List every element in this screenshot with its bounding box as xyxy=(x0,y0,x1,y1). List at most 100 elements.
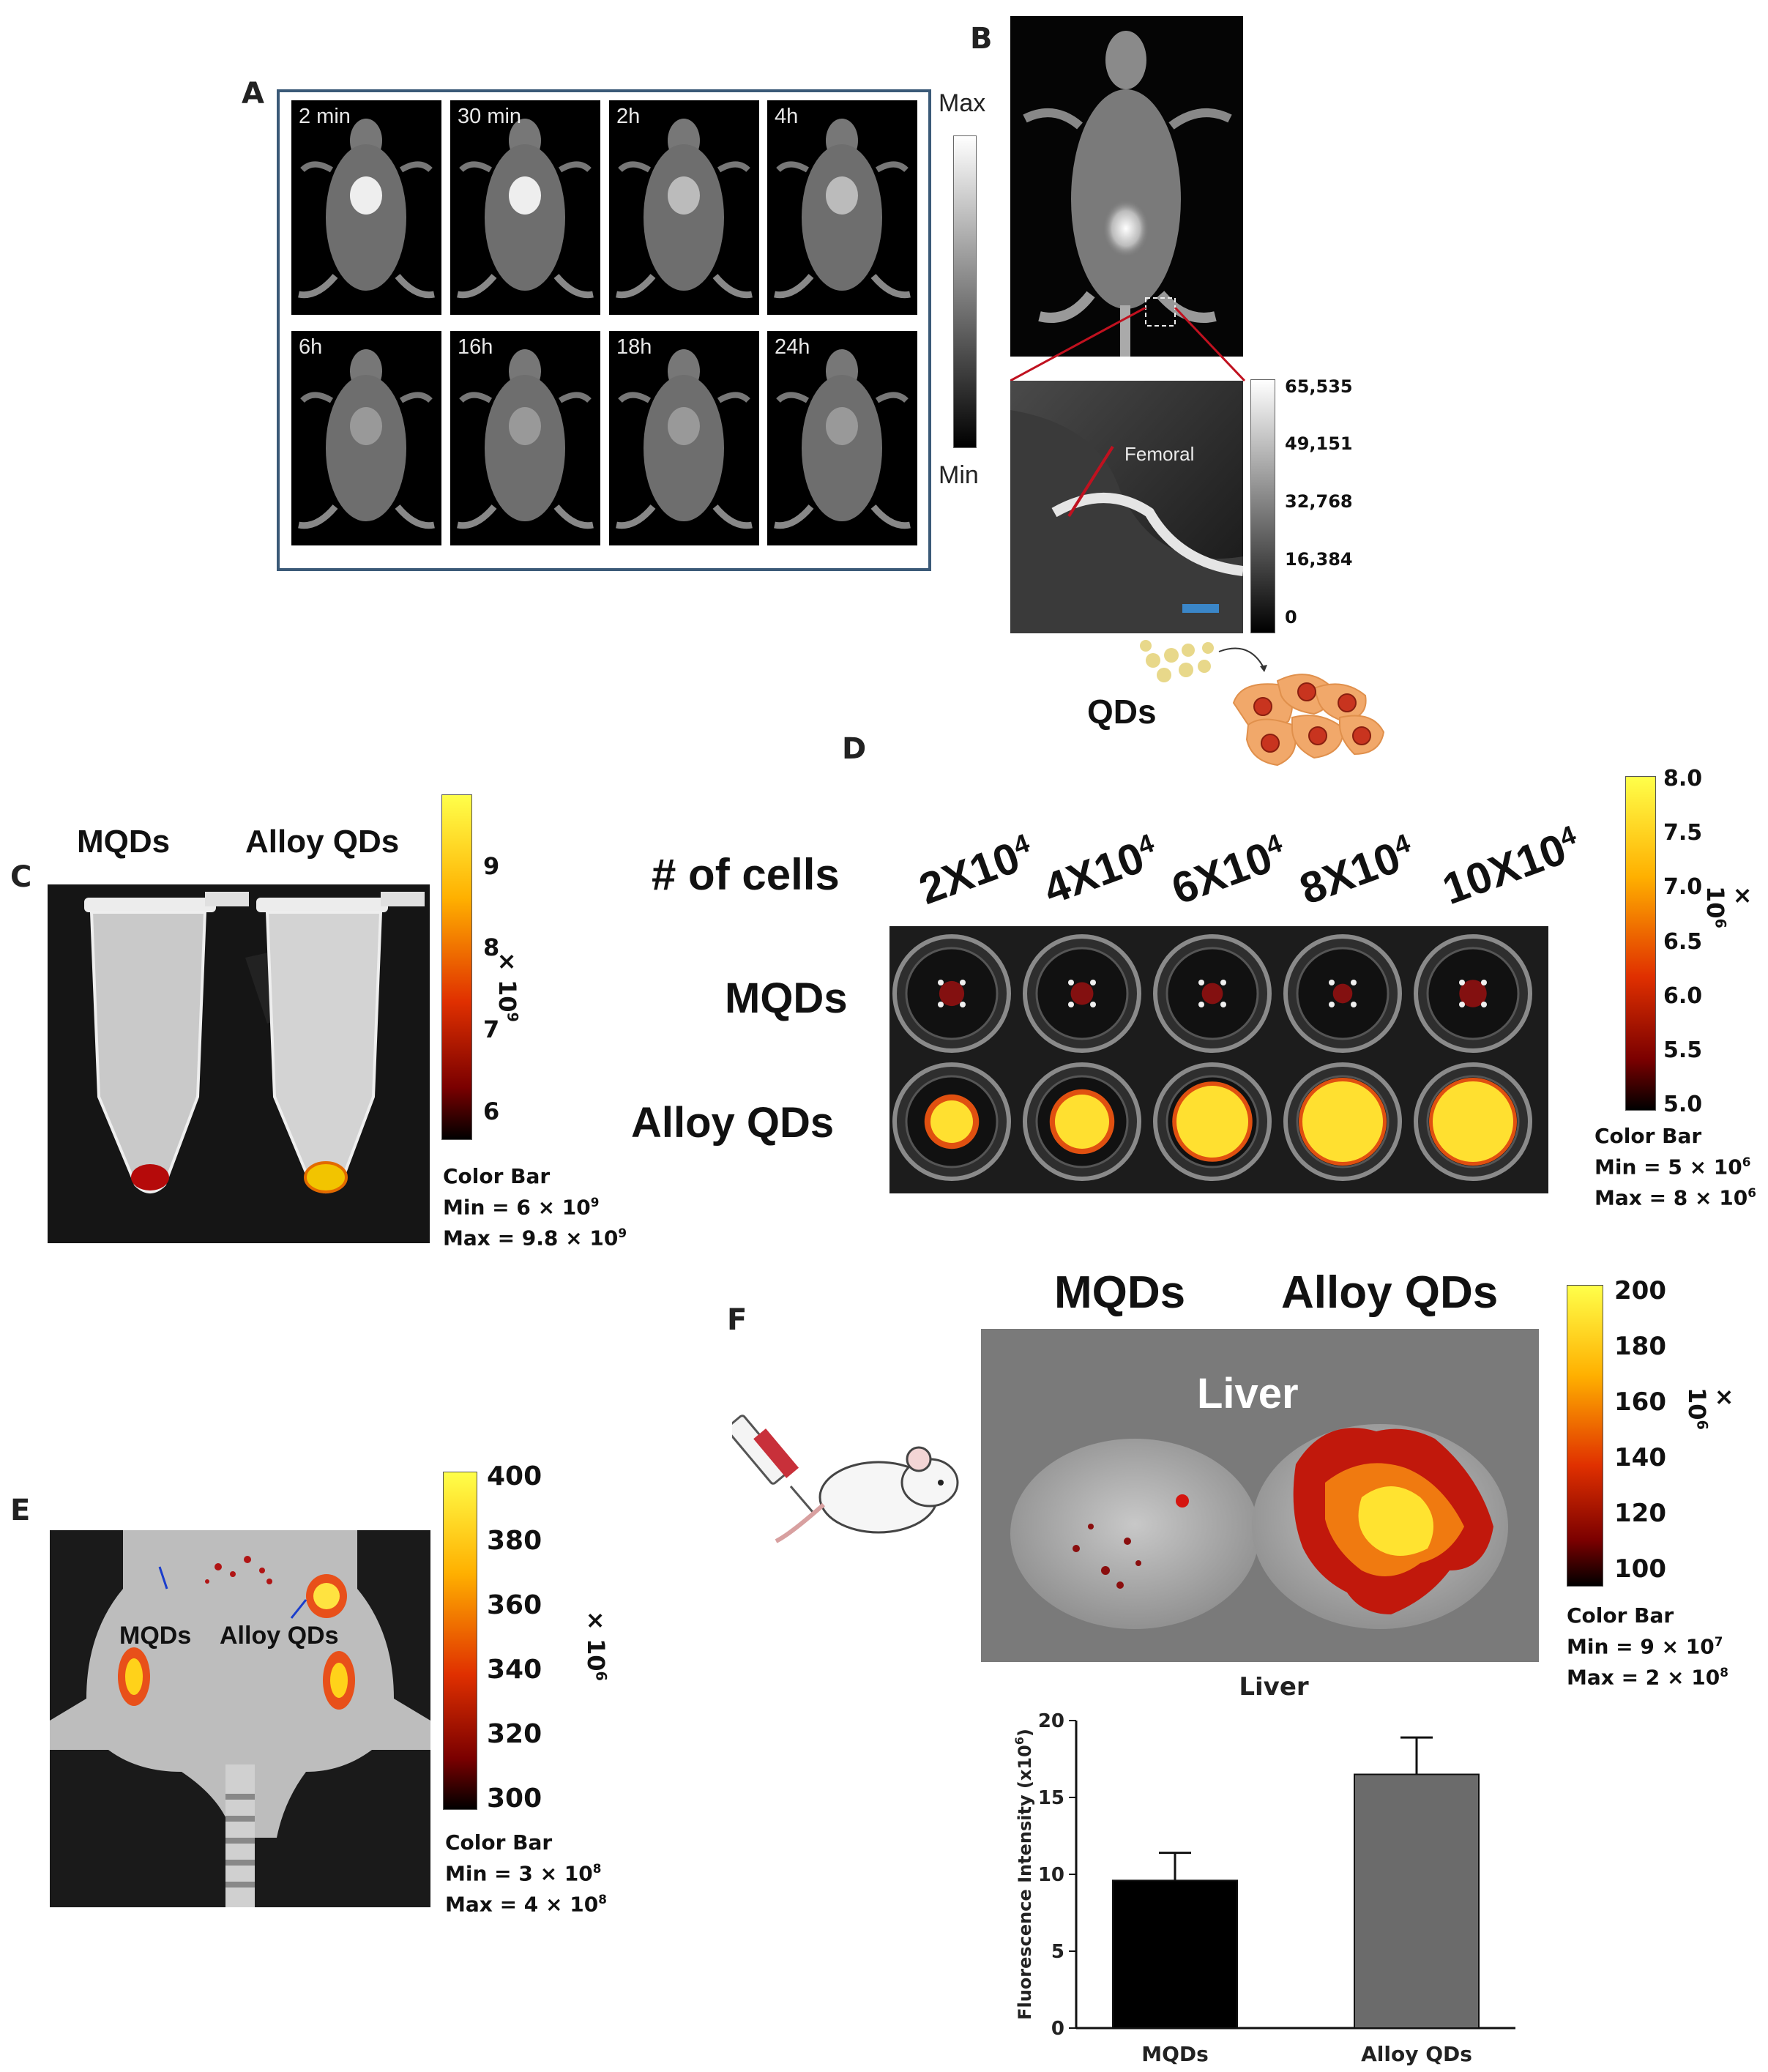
bar-chart-title: Liver xyxy=(1239,1677,1309,1702)
panel-f-cb-max: Max = 2 × 108 xyxy=(1567,1665,1728,1690)
panel-b-letter: B xyxy=(970,22,993,56)
panel-e-cb-title: Color Bar xyxy=(445,1830,553,1855)
panel-b-zoom-image: Femoral xyxy=(1010,381,1243,633)
panel-a-grayscale-bar xyxy=(953,135,977,448)
panel-b-grayscale-bar xyxy=(1250,379,1275,633)
colorbar-tick-label: 100 xyxy=(1614,1554,1666,1584)
panel-e-cb-max: Max = 4 × 108 xyxy=(445,1892,607,1917)
colorbar-tick-label: 7 xyxy=(483,1015,500,1044)
colorbar-tick-label: 9 xyxy=(483,851,500,880)
colorbar-tick-label: 120 xyxy=(1614,1498,1666,1528)
y-tick-label: 0 xyxy=(1051,2018,1064,2040)
well xyxy=(1283,934,1402,1053)
panel-f-liver-image: Liver xyxy=(981,1329,1539,1662)
x-tick-label: Alloy QDs xyxy=(1361,2042,1472,2066)
panel-a-letter: A xyxy=(242,77,264,111)
panel-f-label-alloy-qds: Alloy QDs xyxy=(1281,1267,1499,1318)
panel-b-qds-cells-illustration xyxy=(1140,640,1385,767)
colorbar-tick-label: 8 xyxy=(483,933,500,962)
panel-d-row-label-alloy-qds: Alloy QDs xyxy=(631,1099,835,1147)
well xyxy=(892,934,1011,1053)
colorbar-tick-label: 6 xyxy=(483,1097,500,1125)
panel-c-label-alloy-qds: Alloy QDs xyxy=(245,824,400,860)
panel-f-organ-label-in-image: Liver xyxy=(1197,1370,1299,1417)
colorbar-tick-label: 49,151 xyxy=(1285,433,1353,455)
panel-d-cell-count-label: 10X104 xyxy=(1436,819,1580,914)
panel-b-zoom-lines xyxy=(1010,308,1246,382)
panel-a-timepoint-image: 30 min xyxy=(450,100,600,315)
panel-b-mouse-silhouette xyxy=(1023,31,1232,357)
panel-f-colorbar xyxy=(1567,1285,1603,1587)
panel-d-letter: D xyxy=(842,732,867,766)
panel-c-cb-max: Max = 9.8 × 109 xyxy=(443,1226,627,1251)
panel-a-timepoint-image: 6h xyxy=(291,331,441,545)
panel-d-row-label-mqds: MQDs xyxy=(725,974,848,1022)
panel-e-mouse-image: MQDs Alloy QDs xyxy=(50,1530,430,1907)
panel-a-timepoint-label: 2 min xyxy=(299,105,351,128)
colorbar-tick-label: 380 xyxy=(487,1526,542,1557)
panel-a-timepoint-image: 18h xyxy=(609,331,759,545)
panel-e-multiplier: × 106 xyxy=(582,1611,610,1681)
well xyxy=(1414,934,1532,1053)
x-tick-label: MQDs xyxy=(1141,2042,1209,2066)
panel-f-cb-title: Color Bar xyxy=(1567,1603,1674,1628)
panel-a-timepoint-image: 16h xyxy=(450,331,600,545)
y-tick-label: 5 xyxy=(1051,1941,1064,1963)
colorbar-tick-label: 340 xyxy=(487,1655,542,1685)
mouse-icon xyxy=(775,1446,959,1543)
colorbar-tick-label: 0 xyxy=(1285,606,1297,627)
well xyxy=(892,1062,1011,1181)
panel-b-qds-label: QDs xyxy=(1087,693,1157,731)
panel-c-multiplier: × 109 xyxy=(493,952,521,1022)
well xyxy=(1283,1062,1402,1181)
panel-a-timepoint-image: 2 min xyxy=(291,100,441,315)
panel-e-label-mqds: MQDs xyxy=(119,1622,192,1650)
panel-a-scale-max: Max xyxy=(939,89,986,117)
colorbar-tick-label: 6.0 xyxy=(1663,983,1703,1009)
panel-d-cell-count-label: 4X104 xyxy=(1037,827,1158,914)
colorbar-tick-label: 32,768 xyxy=(1285,491,1353,513)
panel-a-timepoint-image: 2h xyxy=(609,100,759,315)
panel-d-cb-max: Max = 8 × 106 xyxy=(1594,1185,1756,1210)
colorbar-tick-label: 65,535 xyxy=(1285,376,1353,397)
panel-a-timepoint-label: 24h xyxy=(775,335,810,359)
well xyxy=(1153,934,1272,1053)
panel-f-letter: F xyxy=(727,1303,747,1337)
panel-a-timepoint-label: 30 min xyxy=(458,105,522,128)
panel-f-mouse-injection-illustration xyxy=(732,1415,959,1543)
well xyxy=(1414,1062,1532,1181)
panel-b-whole-body-image xyxy=(1010,16,1243,357)
alloy-qds-liver-signal xyxy=(1293,1428,1493,1614)
panel-a-timepoint-image: 24h xyxy=(767,331,917,545)
panel-c-colorbar xyxy=(441,794,472,1140)
panel-d-cb-title: Color Bar xyxy=(1594,1124,1702,1148)
panel-e-cb-min: Min = 3 × 108 xyxy=(445,1861,602,1886)
colorbar-tick-label: 7.0 xyxy=(1663,874,1703,901)
panel-d-cell-count-label: 8X104 xyxy=(1293,827,1414,914)
y-tick-label: 10 xyxy=(1038,1864,1064,1886)
colorbar-tick-label: 180 xyxy=(1614,1331,1666,1361)
panel-c-tube-image xyxy=(48,884,430,1243)
panel-f-livers xyxy=(1010,1424,1508,1629)
colorbar-tick-label: 400 xyxy=(487,1461,542,1492)
syringe-icon xyxy=(732,1415,814,1513)
panel-a-timepoint-label: 16h xyxy=(458,335,493,359)
colorbar-tick-label: 200 xyxy=(1614,1275,1666,1305)
panel-c-cb-title: Color Bar xyxy=(443,1164,551,1188)
colorbar-tick-label: 140 xyxy=(1614,1442,1666,1472)
panel-d-cb-min: Min = 5 × 106 xyxy=(1594,1155,1751,1180)
colorbar-tick-label: 5.5 xyxy=(1663,1037,1703,1063)
panel-d-well-plate-image xyxy=(889,926,1548,1193)
colorbar-tick-label: 360 xyxy=(487,1590,542,1621)
mqds-liver-signal xyxy=(1073,1494,1189,1589)
y-axis-label: Fluorescence Intensity (x106) xyxy=(1012,1729,1035,2020)
colorbar-tick-label: 320 xyxy=(487,1719,542,1750)
panel-b-femoral-vessel xyxy=(1010,381,1243,633)
colorbar-tick-label: 300 xyxy=(487,1784,542,1814)
panel-a-scale-min: Min xyxy=(939,461,979,489)
colorbar-tick-label: 6.5 xyxy=(1663,928,1703,955)
panel-a-frame xyxy=(277,89,931,571)
panel-d-colorbar xyxy=(1625,776,1656,1111)
colorbar-tick-label: 7.5 xyxy=(1663,820,1703,846)
y-tick-label: 15 xyxy=(1038,1787,1064,1809)
